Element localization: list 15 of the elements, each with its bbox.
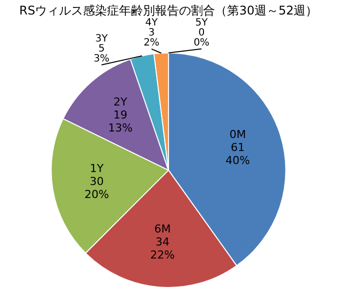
slice-label: 2Y [114, 96, 128, 109]
chart-title: RSウィルス感染症年齢別報告の割合（第30週～52週） [19, 3, 318, 18]
slice-label: 4Y [145, 17, 159, 28]
text: 0 0% [194, 27, 210, 48]
slice-label: 0M [230, 128, 246, 141]
category-label: 5Y [195, 17, 208, 28]
slice-label: 3Y [95, 33, 109, 44]
data-label: 5 3% [94, 43, 110, 64]
data-label: 3 2% [144, 27, 160, 48]
slice-label: 6M [154, 222, 171, 236]
slice-label: 1Y [90, 162, 104, 176]
data-label: 19 13% [108, 108, 133, 135]
data-label: 34 22% [150, 236, 175, 262]
data-label: 30 20% [84, 175, 109, 202]
data-label: 61 40% [226, 140, 250, 167]
